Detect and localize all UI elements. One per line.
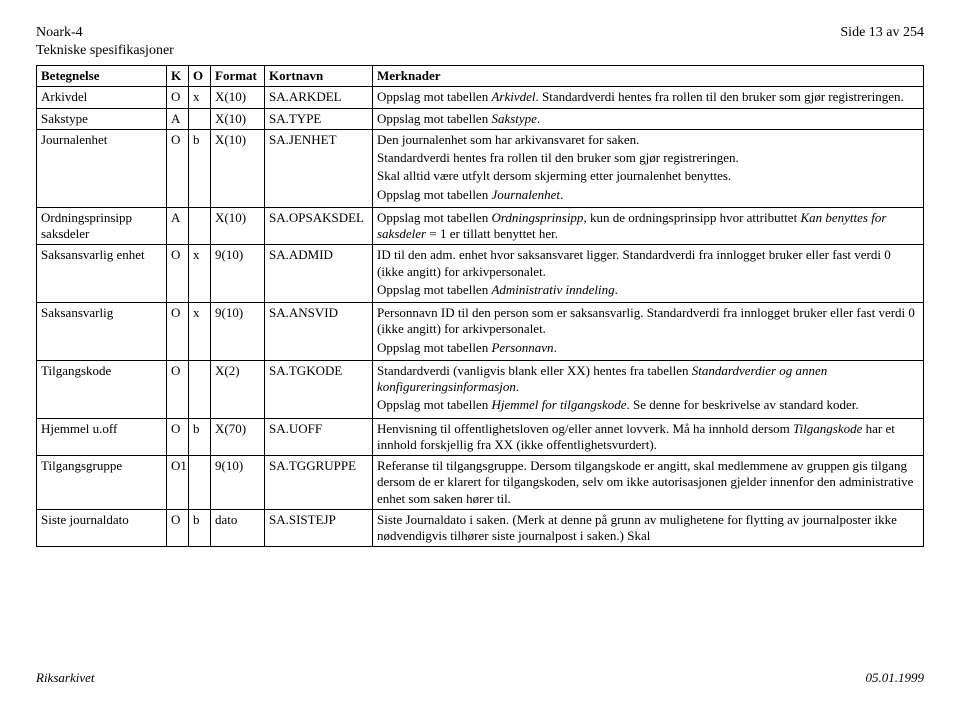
table-row: Hjemmel u.off O b X(70) SA.UOFF Henvisni… [37, 418, 924, 456]
table-row: Saksansvarlig enhet O x 9(10) SA.ADMID I… [37, 245, 924, 303]
table-row: Siste journaldato O b dato SA.SISTEJP Si… [37, 509, 924, 547]
col-o: O [189, 66, 211, 87]
table-row: Arkivdel O x X(10) SA.ARKDEL Oppslag mot… [37, 87, 924, 108]
table-row: Tilgangsgruppe O1 9(10) SA.TGGRUPPE Refe… [37, 456, 924, 510]
table-row: Tilgangskode O X(2) SA.TGKODE Standardve… [37, 360, 924, 418]
table-row: Journalenhet O b X(10) SA.JENHET Den jou… [37, 129, 924, 207]
cell-k: O [167, 87, 189, 108]
cell-format: X(10) [211, 87, 265, 108]
table-row: Sakstype A X(10) SA.TYPE Oppslag mot tab… [37, 108, 924, 129]
col-format: Format [211, 66, 265, 87]
col-k: K [167, 66, 189, 87]
table-header-row: Betegnelse K O Format Kortnavn Merknader [37, 66, 924, 87]
spec-table: Betegnelse K O Format Kortnavn Merknader… [36, 65, 924, 547]
footer-right: 05.01.1999 [866, 670, 925, 686]
page-header: Noark-4 Tekniske spesifikasjoner Side 13… [36, 24, 924, 59]
table-row: Ordningsprinsipp saksdeler A X(10) SA.OP… [37, 207, 924, 245]
cell-kortnavn: SA.ARKDEL [265, 87, 373, 108]
cell-merknader: Oppslag mot tabellen Arkivdel. Standardv… [373, 87, 924, 108]
doc-title: Noark-4 [36, 24, 174, 42]
page-footer: Riksarkivet 05.01.1999 [36, 670, 924, 686]
footer-left: Riksarkivet [36, 670, 94, 686]
col-kortnavn: Kortnavn [265, 66, 373, 87]
cell-o: x [189, 87, 211, 108]
cell-betegnelse: Arkivdel [37, 87, 167, 108]
doc-subtitle: Tekniske spesifikasjoner [36, 42, 174, 60]
table-row: Saksansvarlig O x 9(10) SA.ANSVID Person… [37, 303, 924, 361]
page-number: Side 13 av 254 [840, 24, 924, 42]
col-merknader: Merknader [373, 66, 924, 87]
col-betegnelse: Betegnelse [37, 66, 167, 87]
